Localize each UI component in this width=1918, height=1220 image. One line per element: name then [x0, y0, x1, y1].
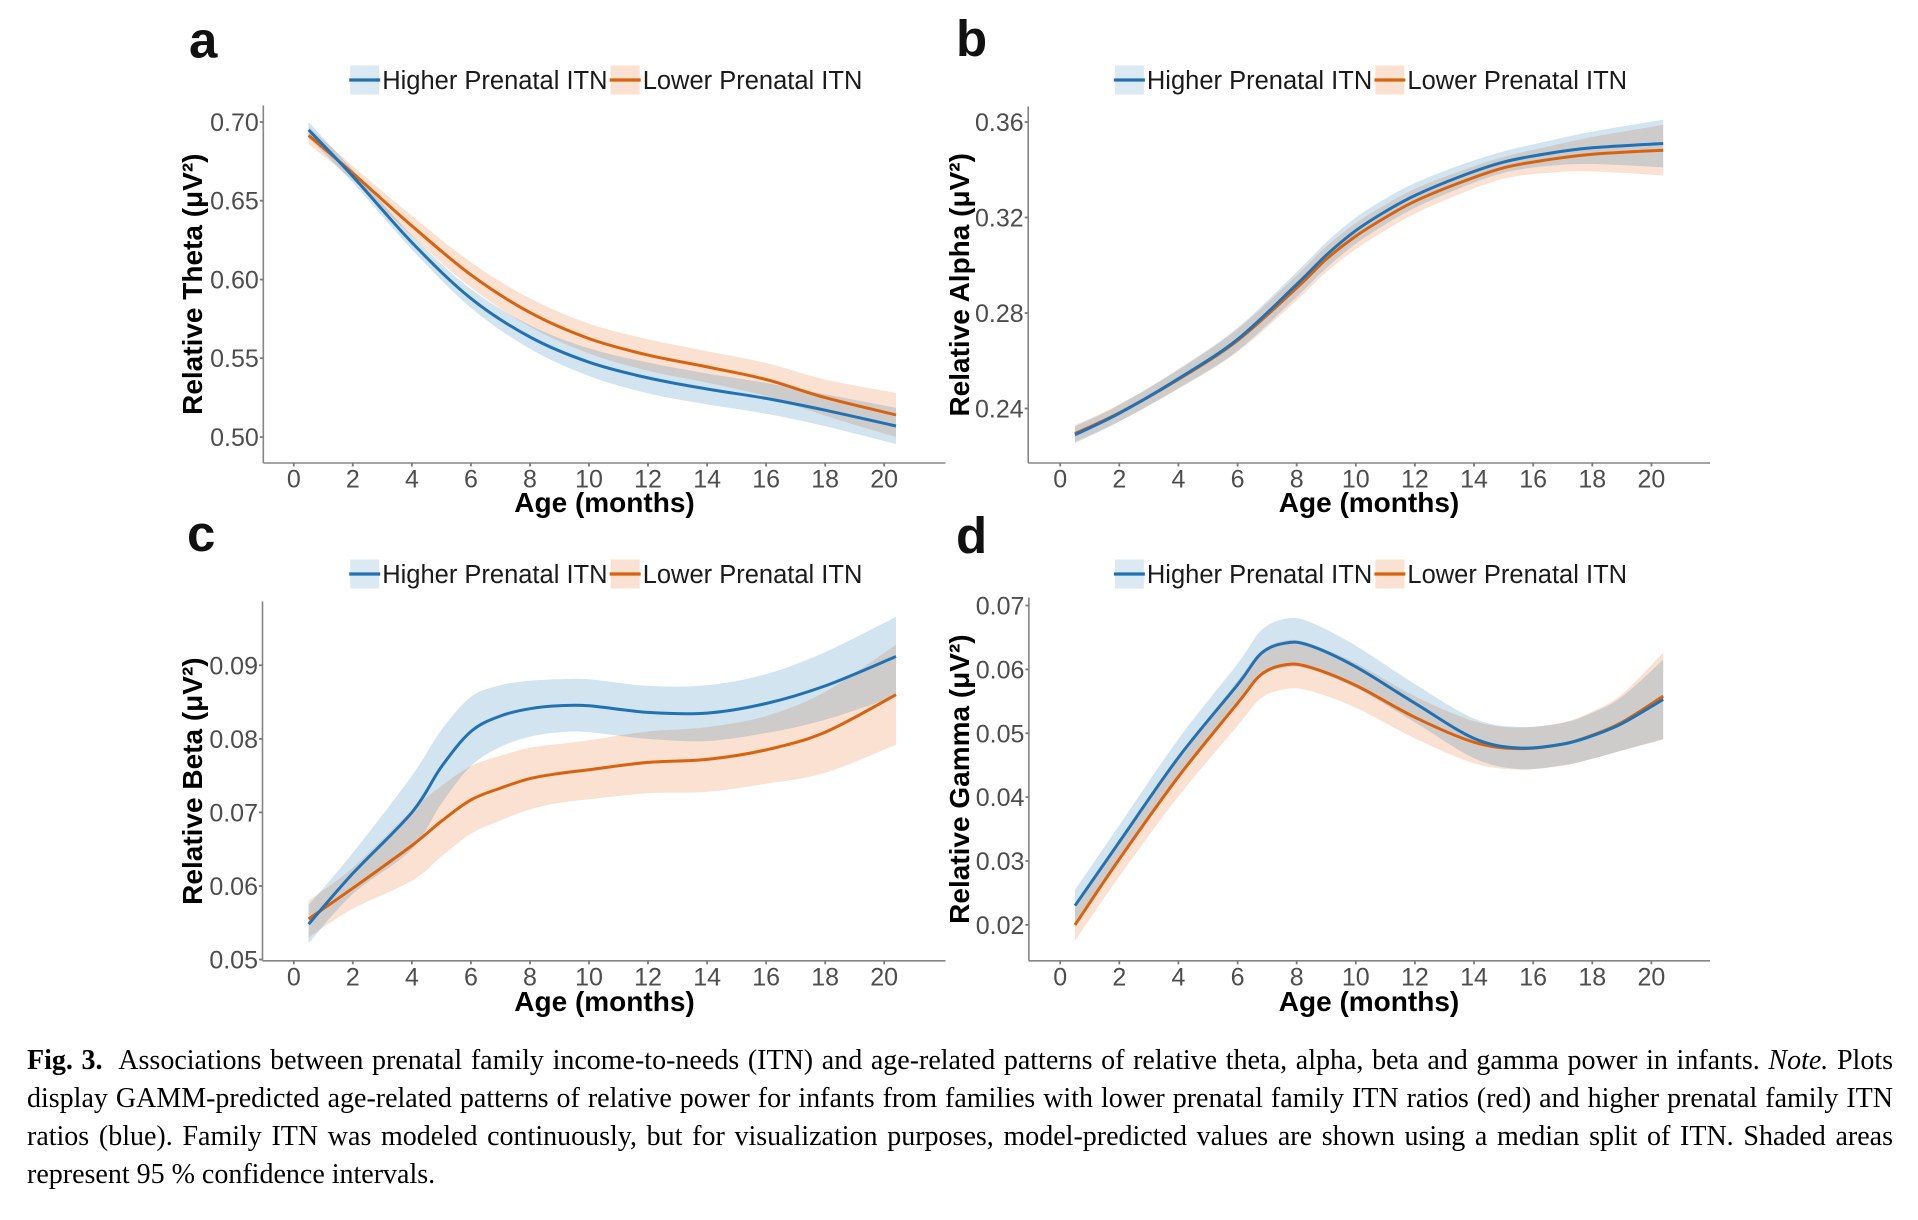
svg-text:Age (months): Age (months)	[514, 986, 694, 1017]
svg-text:Age (months): Age (months)	[1279, 986, 1459, 1017]
svg-text:8: 8	[523, 964, 537, 992]
svg-text:16: 16	[1519, 964, 1547, 992]
svg-text:16: 16	[752, 466, 780, 494]
svg-text:16: 16	[1519, 466, 1547, 494]
svg-text:10: 10	[575, 964, 603, 992]
svg-text:6: 6	[464, 964, 478, 992]
svg-text:18: 18	[1578, 466, 1606, 494]
svg-text:20: 20	[1637, 964, 1665, 992]
svg-text:0.05: 0.05	[209, 947, 258, 975]
svg-text:0: 0	[1053, 964, 1067, 992]
svg-text:Relative Gamma (μV²): Relative Gamma (μV²)	[944, 634, 975, 923]
svg-text:Lower Prenatal ITN: Lower Prenatal ITN	[1407, 67, 1627, 95]
svg-text:2: 2	[346, 466, 360, 494]
svg-text:0.05: 0.05	[976, 720, 1025, 748]
svg-text:14: 14	[1460, 964, 1488, 992]
svg-text:0.04: 0.04	[976, 784, 1025, 812]
svg-text:0.24: 0.24	[975, 396, 1024, 424]
svg-text:Lower Prenatal ITN: Lower Prenatal ITN	[1407, 561, 1627, 589]
svg-text:14: 14	[693, 466, 721, 494]
svg-text:Lower Prenatal ITN: Lower Prenatal ITN	[643, 67, 863, 95]
svg-text:2: 2	[1112, 964, 1126, 992]
svg-text:20: 20	[870, 964, 898, 992]
svg-text:18: 18	[811, 964, 839, 992]
svg-text:Higher Prenatal ITN: Higher Prenatal ITN	[382, 67, 607, 95]
svg-text:10: 10	[1342, 964, 1370, 992]
svg-text:20: 20	[870, 466, 898, 494]
svg-text:Higher Prenatal ITN: Higher Prenatal ITN	[1147, 561, 1372, 589]
svg-text:4: 4	[405, 964, 419, 992]
svg-text:0.36: 0.36	[975, 109, 1024, 137]
svg-text:0.60: 0.60	[210, 267, 259, 295]
svg-text:Relative Beta (μV²): Relative Beta (μV²)	[177, 657, 208, 904]
svg-text:20: 20	[1637, 466, 1665, 494]
svg-text:Age (months): Age (months)	[514, 487, 694, 518]
svg-text:0: 0	[1053, 466, 1067, 494]
svg-text:4: 4	[1171, 964, 1185, 992]
svg-text:0.06: 0.06	[209, 873, 258, 901]
svg-text:14: 14	[1460, 466, 1488, 494]
svg-text:12: 12	[634, 466, 662, 494]
svg-text:Age (months): Age (months)	[1279, 487, 1459, 518]
svg-text:Relative Theta (μV²): Relative Theta (μV²)	[177, 153, 208, 414]
svg-text:0: 0	[287, 466, 301, 494]
svg-text:0.06: 0.06	[976, 656, 1025, 684]
svg-text:4: 4	[405, 466, 419, 494]
svg-text:0: 0	[287, 964, 301, 992]
svg-text:Relative Alpha (μV²): Relative Alpha (μV²)	[944, 153, 975, 416]
svg-text:a: a	[189, 12, 218, 69]
svg-text:c: c	[187, 505, 215, 562]
svg-text:4: 4	[1171, 466, 1185, 494]
svg-text:0.09: 0.09	[209, 652, 258, 680]
svg-text:8: 8	[523, 466, 537, 494]
svg-text:0.32: 0.32	[975, 205, 1024, 233]
svg-text:2: 2	[346, 964, 360, 992]
svg-text:18: 18	[1578, 964, 1606, 992]
svg-text:d: d	[956, 507, 987, 564]
svg-text:0.55: 0.55	[210, 345, 259, 373]
svg-text:2: 2	[1112, 466, 1126, 494]
svg-text:8: 8	[1290, 964, 1304, 992]
svg-text:0.65: 0.65	[210, 188, 259, 216]
svg-text:0.70: 0.70	[210, 109, 259, 137]
svg-text:0.50: 0.50	[210, 424, 259, 452]
svg-text:12: 12	[1401, 466, 1429, 494]
svg-text:12: 12	[1401, 964, 1429, 992]
svg-text:8: 8	[1290, 466, 1304, 494]
svg-text:0.28: 0.28	[975, 300, 1024, 328]
svg-text:14: 14	[693, 964, 721, 992]
svg-text:0.02: 0.02	[976, 912, 1025, 940]
svg-text:Lower Prenatal ITN: Lower Prenatal ITN	[643, 561, 863, 589]
svg-text:b: b	[956, 10, 987, 67]
svg-text:12: 12	[634, 964, 662, 992]
svg-text:0.08: 0.08	[209, 726, 258, 754]
svg-text:0.07: 0.07	[209, 799, 258, 827]
svg-text:16: 16	[752, 964, 780, 992]
svg-text:18: 18	[811, 466, 839, 494]
svg-text:0.07: 0.07	[976, 593, 1025, 621]
svg-text:6: 6	[1231, 466, 1245, 494]
svg-text:10: 10	[1342, 466, 1370, 494]
svg-text:0.03: 0.03	[976, 848, 1025, 876]
svg-text:6: 6	[1231, 964, 1245, 992]
svg-text:Higher Prenatal ITN: Higher Prenatal ITN	[1147, 67, 1372, 95]
svg-text:10: 10	[575, 466, 603, 494]
svg-text:6: 6	[464, 466, 478, 494]
svg-text:Higher Prenatal ITN: Higher Prenatal ITN	[382, 561, 607, 589]
